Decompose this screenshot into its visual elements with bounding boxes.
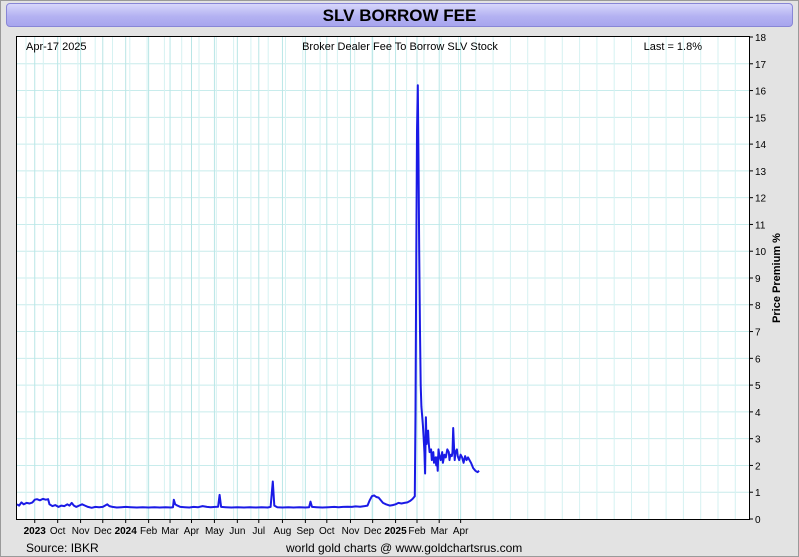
- source-label: Source: IBKR: [26, 541, 99, 555]
- y-tick-label: 1: [755, 488, 761, 499]
- chart-main-title: SLV BORROW FEE: [322, 6, 477, 25]
- chart-date-label: Apr-17 2025: [26, 41, 87, 53]
- y-tick-label: 5: [755, 381, 761, 392]
- x-axis-labels: 2023 Oct Nov Dec 2024 Feb Mar Apr May Jun Jul Aug Se…: [24, 526, 469, 537]
- x-tick-label: 2025: [384, 526, 407, 537]
- y-tick-label: 3: [755, 435, 761, 446]
- y-tick-label: 4: [755, 408, 761, 419]
- x-tick-label: Dec: [94, 526, 112, 537]
- x-tick-label: Apr: [184, 526, 200, 537]
- x-tick-label: Mar: [431, 526, 449, 537]
- x-tick-label: Aug: [274, 526, 292, 537]
- x-tick-label: Mar: [161, 526, 179, 537]
- y-tick-label: 7: [755, 328, 761, 339]
- y-tick-label: 16: [755, 87, 767, 98]
- x-tick-label: 2024: [115, 526, 138, 537]
- chart-subtitle: Broker Dealer Fee To Borrow SLV Stock: [302, 41, 498, 53]
- grid-lines: [17, 37, 749, 519]
- x-tick-label: May: [205, 526, 224, 537]
- x-tick-label: Feb: [408, 526, 426, 537]
- x-tick-label: Nov: [342, 526, 360, 537]
- x-tick-label: Jun: [229, 526, 245, 537]
- y-tick-label: 18: [755, 33, 767, 44]
- y-tick-label: 17: [755, 60, 767, 71]
- y-tick-label: 8: [755, 301, 761, 312]
- x-tick-label: 2023: [24, 526, 47, 537]
- y-tick-label: 6: [755, 354, 761, 365]
- y-axis-title: Price Premium %: [771, 233, 783, 323]
- credit-label: world gold charts @ www.goldchartsrus.co…: [286, 541, 523, 555]
- y-tick-label: 0: [755, 515, 761, 526]
- y-tick-label: 10: [755, 247, 767, 258]
- y-tick-label: 12: [755, 194, 767, 205]
- y-tick-label: 13: [755, 167, 767, 178]
- x-tick-label: Dec: [364, 526, 382, 537]
- y-tick-label: 14: [755, 140, 767, 151]
- x-tick-label: Feb: [140, 526, 158, 537]
- x-tick-label: Apr: [453, 526, 469, 537]
- y-tick-label: 15: [755, 113, 767, 124]
- borrow-fee-series-line: [16, 84, 480, 509]
- y-tick-label: 2: [755, 461, 761, 472]
- last-value-label: Last = 1.8%: [644, 41, 703, 53]
- y-tick-label: 11: [755, 220, 766, 231]
- chart-title-bar: SLV BORROW FEE: [6, 3, 793, 27]
- tick-marks: [34, 36, 753, 523]
- y-tick-label: 9: [755, 274, 761, 285]
- x-tick-label: Oct: [50, 526, 66, 537]
- x-tick-label: Oct: [319, 526, 335, 537]
- x-tick-label: Jul: [252, 526, 265, 537]
- x-tick-label: Sep: [296, 526, 314, 537]
- x-tick-label: Nov: [72, 526, 90, 537]
